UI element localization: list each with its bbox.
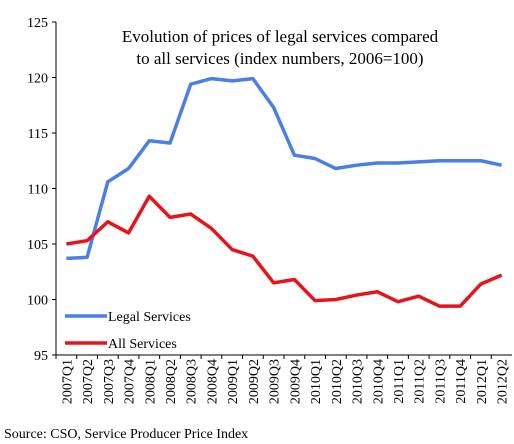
x-tick-label: 2011Q2 bbox=[413, 359, 428, 404]
x-tick-label: 2012Q2 bbox=[496, 359, 511, 404]
x-tick-label: 2008Q3 bbox=[185, 359, 200, 404]
legend-label: All Services bbox=[108, 337, 177, 352]
x-tick-label: 2010Q1 bbox=[309, 359, 324, 404]
y-tick-label: 100 bbox=[27, 294, 48, 309]
x-tick-label: 2010Q3 bbox=[351, 359, 366, 404]
x-tick-label: 2009Q1 bbox=[226, 359, 241, 404]
y-tick-label: 115 bbox=[28, 127, 48, 142]
x-tick-label: 2011Q1 bbox=[392, 359, 407, 404]
y-tick-label: 110 bbox=[28, 183, 48, 198]
line-series bbox=[66, 194, 503, 308]
x-tick-label: 2009Q4 bbox=[288, 359, 303, 404]
y-tick-label: 105 bbox=[27, 238, 48, 253]
x-tick-label: 2008Q1 bbox=[143, 359, 158, 404]
x-tick-label: 2009Q3 bbox=[268, 359, 283, 404]
y-tick-label: 95 bbox=[34, 349, 48, 364]
x-tick-label: 2012Q1 bbox=[475, 359, 490, 404]
x-tick-label: 2007Q2 bbox=[81, 359, 96, 404]
x-tick-label: 2011Q3 bbox=[433, 359, 448, 404]
source-note: Source: CSO, Service Producer Price Inde… bbox=[4, 427, 248, 442]
x-tick-label: 2010Q4 bbox=[371, 359, 386, 404]
x-tick-label: 2007Q4 bbox=[123, 359, 138, 404]
x-tick-label: 2008Q2 bbox=[164, 359, 179, 404]
y-tick-label: 125 bbox=[27, 16, 48, 31]
x-tick-label: 2008Q4 bbox=[205, 359, 220, 404]
x-tick-label: 2007Q3 bbox=[102, 359, 117, 404]
x-tick-label: 2010Q2 bbox=[330, 359, 345, 404]
x-tick-label: 2007Q1 bbox=[60, 359, 75, 404]
y-tick-label: 120 bbox=[27, 72, 48, 87]
legend-label: Legal Services bbox=[108, 310, 191, 325]
x-tick-label: 2009Q2 bbox=[247, 359, 262, 404]
chart-title: to all services (index numbers, 2006=100… bbox=[136, 49, 423, 68]
line-series bbox=[66, 76, 503, 261]
x-tick-label: 2011Q4 bbox=[454, 359, 469, 404]
chart-title: Evolution of prices of legal services co… bbox=[122, 27, 439, 46]
